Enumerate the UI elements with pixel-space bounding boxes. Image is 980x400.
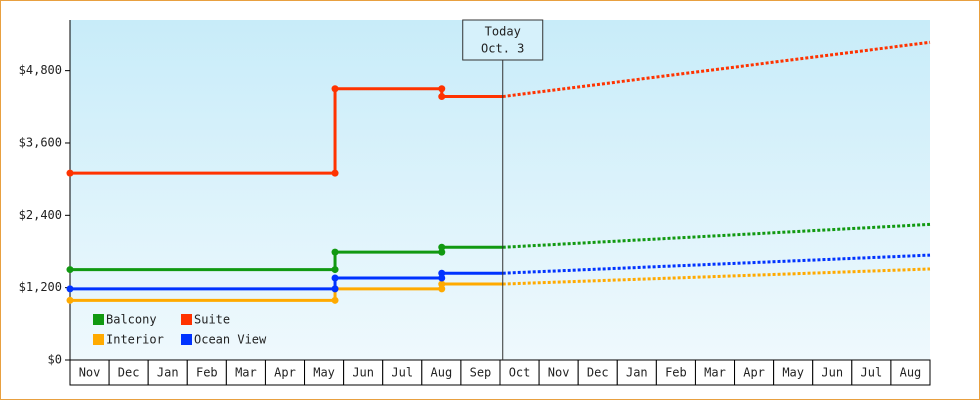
x-tick-label: Aug: [431, 366, 453, 380]
legend-label: Suite: [194, 313, 230, 327]
today-label: Oct. 3: [481, 42, 524, 56]
y-tick-label: $4,800: [19, 63, 62, 77]
plot-area: [70, 20, 930, 360]
price-point: [438, 85, 446, 93]
x-tick-label: Sep: [470, 366, 492, 380]
x-tick-label: Jul: [391, 366, 413, 380]
x-tick-box: [812, 359, 853, 386]
x-tick-box: [499, 359, 540, 386]
x-tick-label: Jul: [861, 366, 883, 380]
x-tick-box: [851, 359, 892, 386]
x-tick-label: Mar: [235, 366, 257, 380]
x-tick-label: Oct: [509, 366, 531, 380]
x-tick-box: [616, 359, 657, 386]
price-point: [438, 243, 446, 251]
x-tick-label: Feb: [196, 366, 218, 380]
x-tick-box: [264, 359, 306, 386]
price-line: [70, 87, 503, 175]
x-tick-label: Jan: [157, 366, 179, 380]
legend-swatch: [181, 314, 192, 325]
today-label: Today: [485, 25, 521, 39]
x-tick-box: [108, 359, 149, 386]
price-point: [66, 266, 74, 274]
price-point: [438, 285, 446, 293]
x-tick-label: Apr: [743, 366, 765, 380]
price-point: [331, 285, 339, 293]
y-tick-label: $3,600: [19, 135, 62, 149]
price-line: [70, 245, 503, 272]
x-tick-box: [421, 359, 462, 386]
price-point: [331, 85, 339, 93]
y-tick-label: $0: [48, 353, 62, 367]
price-point: [331, 266, 339, 274]
x-tick-box: [773, 359, 814, 386]
x-tick-label: May: [782, 366, 804, 380]
y-tick-label: $1,200: [19, 280, 62, 294]
x-tick-label: Feb: [665, 366, 687, 380]
x-tick-label: Dec: [118, 366, 140, 380]
price-point: [438, 280, 446, 288]
legend-swatch: [93, 314, 104, 325]
price-point: [66, 169, 74, 177]
x-tick-label: Jun: [821, 366, 843, 380]
x-tick-label: Apr: [274, 366, 296, 380]
x-tick-label: Nov: [548, 366, 570, 380]
forecast-line: [502, 253, 931, 275]
x-tick-box: [186, 359, 227, 386]
x-tick-box: [734, 359, 775, 386]
x-tick-box: [890, 359, 931, 386]
x-tick-label: Nov: [79, 366, 101, 380]
price-point: [438, 269, 446, 277]
price-line: [70, 271, 503, 291]
y-tick-label: $2,400: [19, 208, 62, 222]
legend-swatch: [93, 334, 104, 345]
x-tick-box: [343, 359, 384, 386]
x-tick-label: Jun: [352, 366, 374, 380]
price-point: [331, 169, 339, 177]
price-point: [438, 248, 446, 256]
x-tick-box: [577, 359, 618, 386]
forecast-line: [502, 40, 931, 99]
price-line: [70, 282, 503, 302]
legend-swatch: [181, 334, 192, 345]
x-tick-label: Aug: [900, 366, 922, 380]
today-box: [462, 19, 544, 61]
price-point: [331, 296, 339, 304]
price-point: [66, 296, 74, 304]
legend-label: Interior: [106, 333, 164, 347]
price-point: [438, 274, 446, 282]
x-tick-label: Dec: [587, 366, 609, 380]
x-tick-label: May: [313, 366, 335, 380]
legend-label: Ocean View: [194, 333, 267, 347]
price-point: [66, 285, 74, 293]
legend-label: Balcony: [106, 313, 157, 327]
forecast-line: [502, 222, 931, 249]
x-tick-label: Jan: [626, 366, 648, 380]
x-tick-box: [694, 359, 736, 386]
forecast-line: [502, 267, 931, 286]
price-point: [438, 93, 446, 101]
price-point: [331, 274, 339, 282]
price-point: [331, 248, 339, 256]
x-tick-label: Mar: [704, 366, 726, 380]
